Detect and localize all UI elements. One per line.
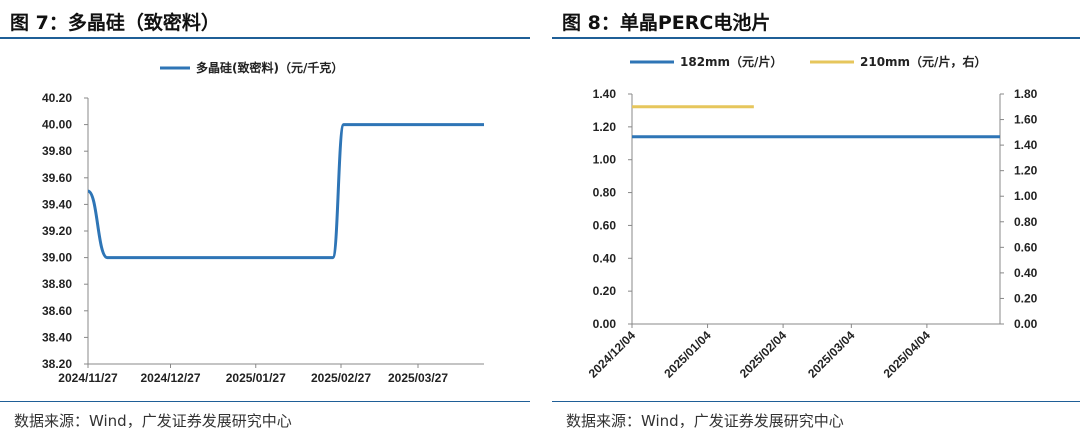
x-tick-label: 2025/01/04 xyxy=(661,328,714,381)
y-right-tick-label: 1.80 xyxy=(1014,87,1038,101)
x-tick-label: 2024/12/04 xyxy=(586,328,639,381)
y-right-tick-label: 1.00 xyxy=(1014,189,1038,203)
figure-7-source: 数据来源：Wind，广发证券发展研究中心 xyxy=(14,412,292,430)
figure-7-title: 图 7：多晶硅（致密料） xyxy=(10,12,220,34)
figure-8-top-rule xyxy=(552,37,1080,39)
polysilicon-price-chart: 多晶硅(致密料)（元/千克） 40.20 40.00 39.80 39.60 39.40 3… xyxy=(42,60,484,385)
x-tick-label: 2025/03/27 xyxy=(388,371,448,385)
x-tick-label: 2025/02/04 xyxy=(737,328,790,381)
y-right-tick-label: 0.00 xyxy=(1014,317,1038,331)
y-tick-label: 39.60 xyxy=(42,171,72,185)
figure-7-bottom-rule xyxy=(0,401,530,402)
figure-8-source: 数据来源：Wind，广发证券发展研究中心 xyxy=(566,412,844,430)
y-right-tick-label: 1.20 xyxy=(1014,164,1038,178)
y-left-tick-label: 1.20 xyxy=(593,120,617,134)
y-tick-label: 39.80 xyxy=(42,144,72,158)
x-tick-label: 2024/12/27 xyxy=(140,371,200,385)
y-left-tick-label: 0.80 xyxy=(593,186,617,200)
legend-label-210mm: 210mm（元/片，右） xyxy=(860,54,986,69)
y-tick-label: 38.20 xyxy=(42,357,72,371)
x-tick-label: 2025/01/27 xyxy=(226,371,286,385)
y-left-tick-label: 0.60 xyxy=(593,218,617,232)
y-tick-label: 38.40 xyxy=(42,330,72,344)
x-tick-label: 2025/04/04 xyxy=(881,328,934,381)
legend-label-polysilicon: 多晶硅(致密料)（元/千克） xyxy=(196,60,343,75)
y-right-tick-label: 1.60 xyxy=(1014,113,1038,127)
y-tick-label: 38.60 xyxy=(42,304,72,318)
y-tick-label: 40.00 xyxy=(42,118,72,132)
y-left-tick-label: 0.20 xyxy=(593,284,617,298)
y-left-tick-label: 1.00 xyxy=(593,153,617,167)
y-right-tick-label: 0.20 xyxy=(1014,291,1038,305)
y-left-tick-label: 1.40 xyxy=(593,87,617,101)
y-right-tick-label: 0.40 xyxy=(1014,266,1038,280)
y-right-tick-label: 0.80 xyxy=(1014,215,1038,229)
y-left-tick-label: 0.00 xyxy=(593,317,617,331)
y-tick-label: 40.20 xyxy=(42,91,72,105)
x-tick-label: 2025/03/04 xyxy=(805,328,858,381)
figure-8-title: 图 8：单晶PERC电池片 xyxy=(562,12,771,34)
figure-8-bottom-rule xyxy=(552,401,1080,402)
x-tick-label: 2024/11/27 xyxy=(58,371,118,385)
figure-7-panel: 图 7：多晶硅（致密料） 多晶硅(致密料)（元/千克） 40.20 40.00 39.… xyxy=(0,0,530,440)
y-tick-label: 39.40 xyxy=(42,197,72,211)
figure-8-panel: 图 8：单晶PERC电池片 182mm（元/片） 210mm（元/片，右） 1.40… xyxy=(552,0,1080,440)
series-line-polysilicon xyxy=(87,123,484,260)
figure-7-top-rule xyxy=(0,37,530,39)
y-right-tick-label: 0.60 xyxy=(1014,240,1038,254)
y-tick-label: 39.00 xyxy=(42,251,72,265)
y-left-tick-label: 0.40 xyxy=(593,251,617,265)
y-tick-label: 38.80 xyxy=(42,277,72,291)
legend-label-182mm: 182mm（元/片） xyxy=(680,54,782,69)
y-right-tick-label: 1.40 xyxy=(1014,138,1038,152)
x-tick-label: 2025/02/27 xyxy=(311,371,371,385)
perc-cell-price-chart: 182mm（元/片） 210mm（元/片，右） 1.40 1.20 1.00 0.80 0.… xyxy=(586,54,1038,381)
y-tick-label: 39.20 xyxy=(42,224,72,238)
